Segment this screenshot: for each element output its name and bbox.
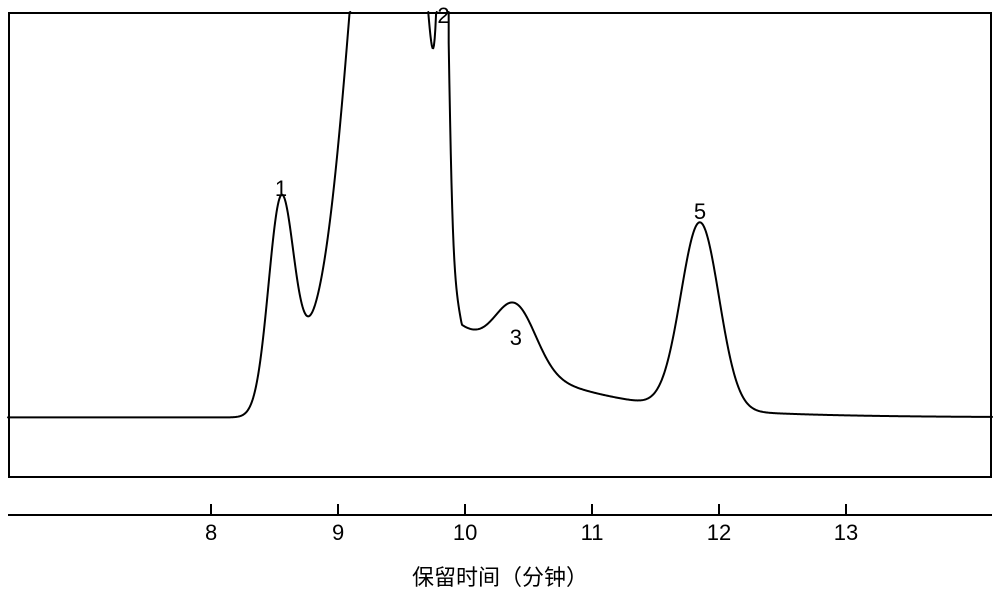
x-axis-label: 保留时间（分钟）	[412, 560, 588, 592]
x-tick-label: 8	[205, 520, 217, 546]
x-tick	[591, 504, 593, 514]
x-tick-label: 9	[332, 520, 344, 546]
x-tick	[464, 504, 466, 514]
peak-label: 1	[275, 176, 287, 202]
x-tick	[718, 504, 720, 514]
x-tick	[845, 504, 847, 514]
chart-container: 1235 8910111213 保留时间（分钟）	[0, 0, 1000, 594]
x-tick	[337, 504, 339, 514]
x-tick-label: 13	[834, 520, 858, 546]
trace-path	[8, 12, 992, 417]
chromatogram-trace	[0, 0, 1000, 594]
peak-label: 5	[694, 199, 706, 225]
x-tick-label: 10	[453, 520, 477, 546]
x-tick-label: 12	[707, 520, 731, 546]
x-tick-label: 11	[581, 520, 604, 546]
x-axis-line	[8, 514, 992, 516]
peak-label: 2	[437, 3, 449, 29]
peak-label: 3	[510, 325, 522, 351]
x-tick	[210, 504, 212, 514]
